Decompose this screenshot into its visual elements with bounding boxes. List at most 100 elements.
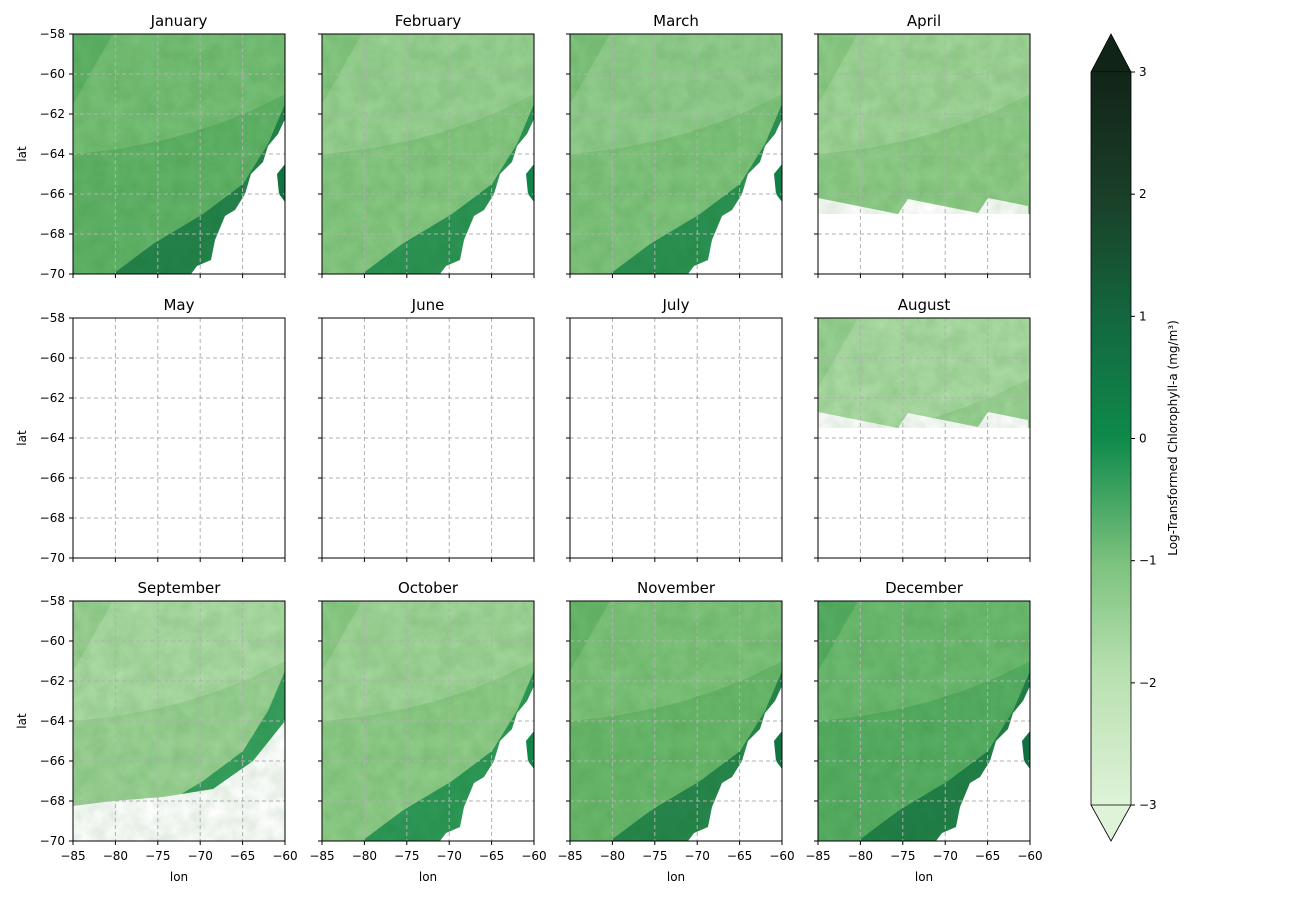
colorbar: 3 2 1 0 −1 −2 −3 Log-Transformed Chlorophyll-a … <box>1090 33 1180 842</box>
y-tick-label: −62 <box>40 107 65 121</box>
y-tick-label: −68 <box>40 511 65 525</box>
y-tick-label: −64 <box>40 714 65 728</box>
panel-december: December −85 −80 −75 −70 −65 −60 lon <box>805 579 1042 884</box>
island <box>526 164 534 202</box>
x-tick-label: −60 <box>272 849 297 863</box>
panel-september: September −58 −60 −62 −64 −66 −68 −70 lat −85 −80 −… <box>15 579 298 884</box>
x-tick-label: −70 <box>685 849 710 863</box>
land-mask <box>936 686 1030 841</box>
y-tick-label: −58 <box>40 594 65 608</box>
y-tick-label: −70 <box>40 834 65 848</box>
panel-january: January −58 −60 −62 −64 −66 −68 −70 lat <box>15 12 286 281</box>
y-axis-label: lat <box>15 146 29 162</box>
data-field <box>818 34 1030 274</box>
panel-may: May −58 −60 −62 −64 −66 −68 −70 lat <box>15 296 286 565</box>
y-tick-label: −64 <box>40 147 65 161</box>
y-axis-label: lat <box>15 430 29 446</box>
x-tick-label: −85 <box>309 849 334 863</box>
panel-june: June <box>318 296 535 562</box>
x-tick-label: −75 <box>145 849 170 863</box>
y-tick-label: −62 <box>40 674 65 688</box>
x-tick-label: −60 <box>1017 849 1042 863</box>
island <box>774 731 782 769</box>
panel-title: October <box>398 579 459 597</box>
x-tick-label: −60 <box>521 849 546 863</box>
panel-february: February <box>318 12 535 278</box>
y-tick-label: −68 <box>40 794 65 808</box>
panel-april: April <box>814 12 1031 278</box>
colorbar-tick-label: −3 <box>1139 798 1157 812</box>
colorbar-extend-top <box>1090 33 1132 73</box>
y-tick-label: −58 <box>40 27 65 41</box>
y-tick-label: −60 <box>40 67 65 81</box>
colorbar-tick-label: 1 <box>1139 309 1147 323</box>
x-tick-label: −65 <box>479 849 504 863</box>
island <box>277 164 285 202</box>
panel-title: July <box>662 296 690 314</box>
island <box>774 164 782 202</box>
y-tick-label: −60 <box>40 634 65 648</box>
panel-october: October −85 −80 −75 −70 −65 −60 lon <box>309 579 546 884</box>
x-tick-label: −65 <box>230 849 255 863</box>
x-tick-label: −60 <box>769 849 794 863</box>
x-tick-label: −85 <box>557 849 582 863</box>
x-tick-label: −70 <box>437 849 462 863</box>
panel-title: November <box>637 579 716 597</box>
texture <box>818 34 1030 214</box>
land-mask <box>191 119 285 274</box>
y-axis-label: lat <box>15 713 29 729</box>
panel-august: August <box>814 296 1031 562</box>
panel-title: January <box>150 12 208 30</box>
panel-title: February <box>395 12 462 30</box>
panel-july: July <box>566 296 783 562</box>
colorbar-extend-bottom <box>1090 804 1132 842</box>
x-tick-label: −70 <box>933 849 958 863</box>
no-data-region <box>818 198 1030 274</box>
land-mask <box>440 686 534 841</box>
no-data-region <box>818 412 1030 558</box>
x-tick-label: −65 <box>727 849 752 863</box>
y-tick-label: −66 <box>40 187 65 201</box>
island <box>1022 731 1030 769</box>
y-tick-label: −58 <box>40 311 65 325</box>
y-tick-label: −64 <box>40 431 65 445</box>
panel-title: March <box>653 12 699 30</box>
land-mask <box>440 119 534 274</box>
land-mask <box>688 119 782 274</box>
data-field <box>818 318 1030 558</box>
panel-title: September <box>138 579 222 597</box>
panel-title: August <box>898 296 951 314</box>
y-tick-label: −66 <box>40 471 65 485</box>
x-axis-label: lon <box>667 870 685 884</box>
panel-march: March <box>566 12 783 278</box>
y-tick-label: −60 <box>40 351 65 365</box>
y-tick-label: −62 <box>40 391 65 405</box>
x-tick-label: −75 <box>890 849 915 863</box>
x-axis-label: lon <box>915 870 933 884</box>
colorbar-tick-label: 0 <box>1139 432 1147 446</box>
panel-title: December <box>885 579 964 597</box>
x-axis-label: lon <box>170 870 188 884</box>
land-mask <box>688 686 782 841</box>
y-tick-label: −68 <box>40 227 65 241</box>
panel-november: November −85 −80 −75 −70 −65 −60 lon <box>557 579 794 884</box>
y-tick-label: −66 <box>40 754 65 768</box>
panels-group: January −58 −60 −62 −64 −66 −68 −70 lat February M… <box>15 12 1043 884</box>
x-tick-label: −80 <box>848 849 873 863</box>
x-tick-label: −80 <box>352 849 377 863</box>
colorbar-label: Log-Transformed Chlorophyll-a (mg/m³) <box>1166 320 1180 556</box>
x-tick-label: −70 <box>188 849 213 863</box>
panel-title: April <box>907 12 941 30</box>
x-tick-label: −85 <box>805 849 830 863</box>
x-tick-label: −75 <box>642 849 667 863</box>
colorbar-tick-label: −1 <box>1139 554 1157 568</box>
x-axis-label: lon <box>419 870 437 884</box>
panel-title: May <box>163 296 194 314</box>
x-tick-label: −65 <box>975 849 1000 863</box>
colorbar-tick-label: −2 <box>1139 676 1157 690</box>
colorbar-body <box>1091 72 1131 805</box>
y-tick-label: −70 <box>40 267 65 281</box>
x-tick-label: −75 <box>394 849 419 863</box>
x-tick-label: −85 <box>60 849 85 863</box>
